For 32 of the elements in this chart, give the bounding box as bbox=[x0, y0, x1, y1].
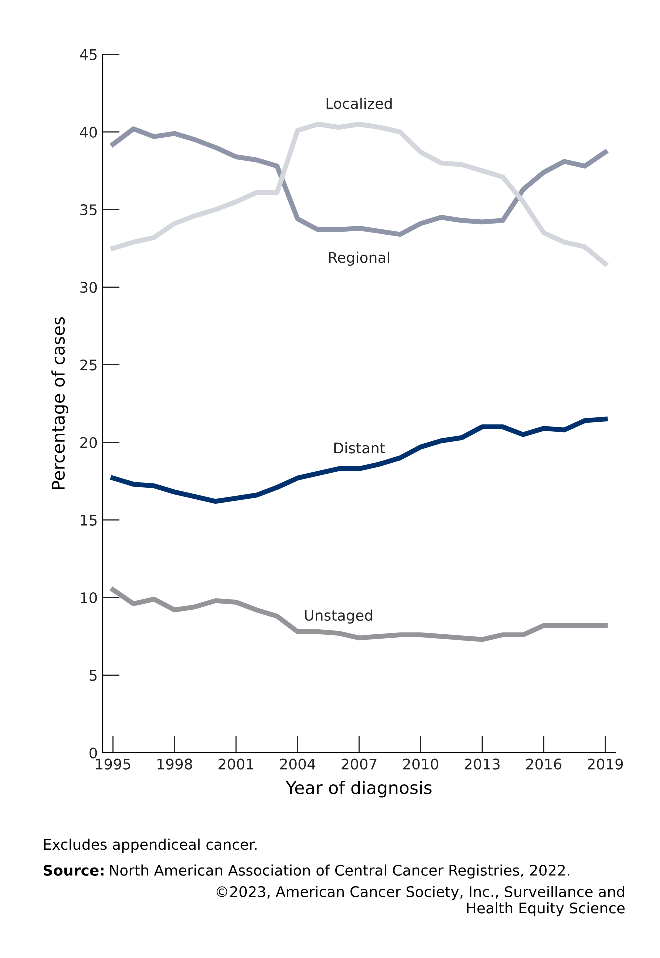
text: Excludes appendiceal cancer. bbox=[44, 838, 257, 853]
x-axis-title: Year of diagnosis bbox=[286, 780, 432, 798]
x-tick-label: 2001 bbox=[218, 758, 254, 770]
y-axis-title: Percentage of cases bbox=[52, 317, 68, 490]
series-label: Unstaged bbox=[305, 610, 372, 624]
y-tick-label: 5 bbox=[90, 670, 97, 682]
line-series bbox=[110, 416, 608, 504]
x-tick-label: 2013 bbox=[464, 758, 500, 770]
y-tick-label: 25 bbox=[80, 360, 97, 371]
series-label: Localized bbox=[326, 98, 392, 110]
x-tick-label: 2016 bbox=[526, 758, 562, 770]
y-tick-label: 15 bbox=[81, 515, 97, 526]
x-tick-label: 2007 bbox=[342, 758, 377, 770]
x-tick-label: 2019 bbox=[588, 758, 624, 770]
line-series bbox=[110, 588, 608, 642]
x-tick-label: 2010 bbox=[403, 758, 438, 770]
line-series bbox=[110, 122, 608, 267]
y-tick-label: 45 bbox=[80, 50, 97, 60]
y-tick-label: 20 bbox=[80, 437, 98, 448]
y-tick-label: 35 bbox=[80, 204, 97, 216]
x-tick-label: 2004 bbox=[280, 758, 316, 770]
x-tick-label: 1998 bbox=[158, 758, 192, 770]
y-tick-label: 30 bbox=[80, 282, 98, 294]
y-tick-label: 0 bbox=[90, 748, 98, 759]
series-label: Distant bbox=[334, 442, 386, 454]
y-tick-label: 40 bbox=[80, 126, 98, 138]
text: ©2023, American Cancer Society, Inc., Surveillance and Health Equity Science bbox=[216, 886, 625, 917]
x-tick-label: 1995 bbox=[96, 758, 130, 770]
line-series bbox=[110, 126, 608, 238]
source-note: Source: North American Association of Central Cancer Registries, 2022. bbox=[44, 864, 570, 879]
y-tick-label: 10 bbox=[81, 592, 98, 604]
series-label: Regional bbox=[329, 252, 390, 266]
